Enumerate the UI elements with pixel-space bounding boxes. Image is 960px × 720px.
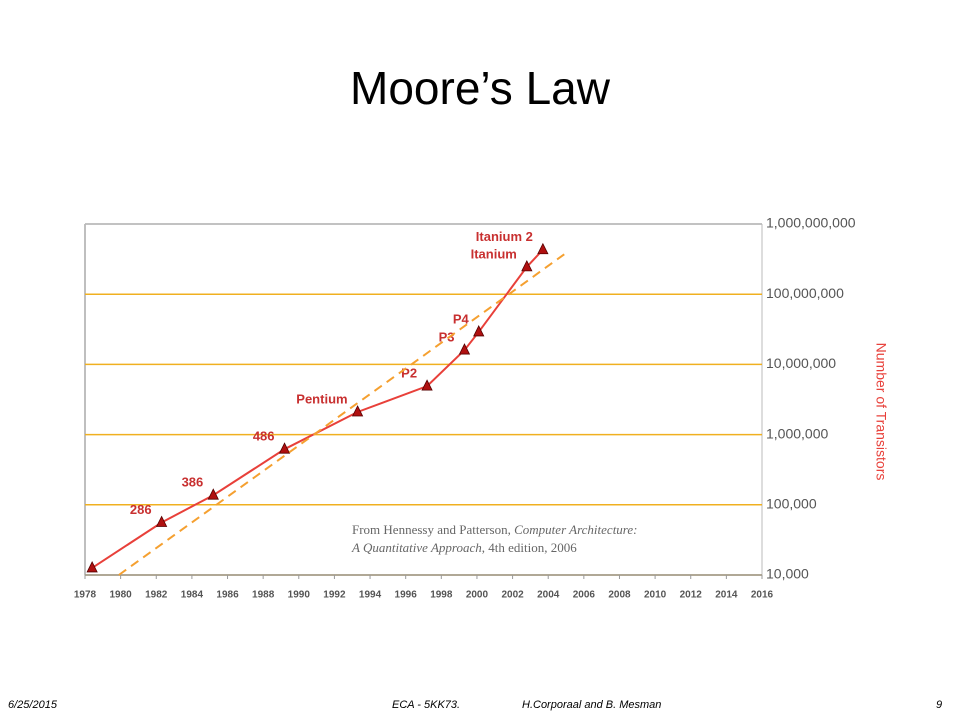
x-tick-label: 1990 [288,590,311,601]
point-label: P3 [439,330,455,345]
x-tick-label: 1998 [430,590,453,601]
annotation-part: , 4th edition, 2006 [482,540,577,555]
x-tick-label: 1996 [395,590,418,601]
x-tick-label: 2006 [573,590,596,601]
x-tick-label: 1994 [359,590,382,601]
annotation-part: Computer Architecture: [514,522,637,537]
y-tick-label: 10,000,000 [766,355,836,371]
y-axis-label: Number of Transistors [873,343,889,481]
annotation-part: From Hennessy and Patterson, [352,522,514,537]
data-point [458,343,471,355]
footer-authors: H.Corporaal and B. Mesman [522,699,661,711]
x-tick-label: 2000 [466,590,489,601]
point-label: 386 [182,475,204,490]
series-line [118,253,565,576]
page-number: 9 [936,699,942,711]
y-tick-label: 100,000 [766,496,817,512]
data-point [473,325,485,337]
x-tick-label: 2008 [608,590,631,601]
chart: 10,000 100,000 1,000,000 10,000,000 100,000,… [74,215,889,601]
point-label: Pentium [296,391,347,406]
point-label: Itanium [471,246,517,261]
data-point [521,259,533,272]
x-tick-label: 2016 [751,590,774,601]
slide-title: Moore’s Law [350,62,611,114]
point-label: Itanium 2 [476,229,533,244]
data-point [421,379,433,391]
y-tick-label: 1,000,000,000 [766,215,856,231]
footer-course: ECA - 5KK73. [392,699,460,711]
x-tick-label: 2012 [680,590,703,601]
x-tick-label: 1982 [145,590,168,601]
point-label: 286 [130,502,152,517]
footer-date: 6/25/2015 [8,699,58,711]
data-point [537,242,549,255]
y-tick-label: 10,000 [766,566,809,582]
data-point [155,515,168,527]
point-label: P4 [453,311,470,326]
x-tick-label: 2010 [644,590,667,601]
x-tick-label: 2002 [501,590,524,601]
annotation-part: A Quantitative Approach [351,540,482,555]
x-tick-label: 1978 [74,590,97,601]
annotation: From Hennessy and Patterson, Computer Ar… [351,522,637,555]
x-tick-label: 2014 [715,590,738,601]
point-label: 486 [253,429,275,444]
x-tick-label: 1980 [110,590,133,601]
data-point [278,442,291,454]
x-tick-label: 1988 [252,590,275,601]
x-tick-label: 1986 [216,590,239,601]
data-point [351,405,364,417]
x-tick-label: 2004 [537,590,560,601]
data-point [86,561,98,573]
x-tick-label: 1984 [181,590,204,601]
y-tick-label: 100,000,000 [766,285,844,301]
y-tick-label: 1,000,000 [766,425,828,441]
data-point [207,488,219,500]
x-tick-label: 1992 [323,590,346,601]
point-label: P2 [401,366,417,381]
